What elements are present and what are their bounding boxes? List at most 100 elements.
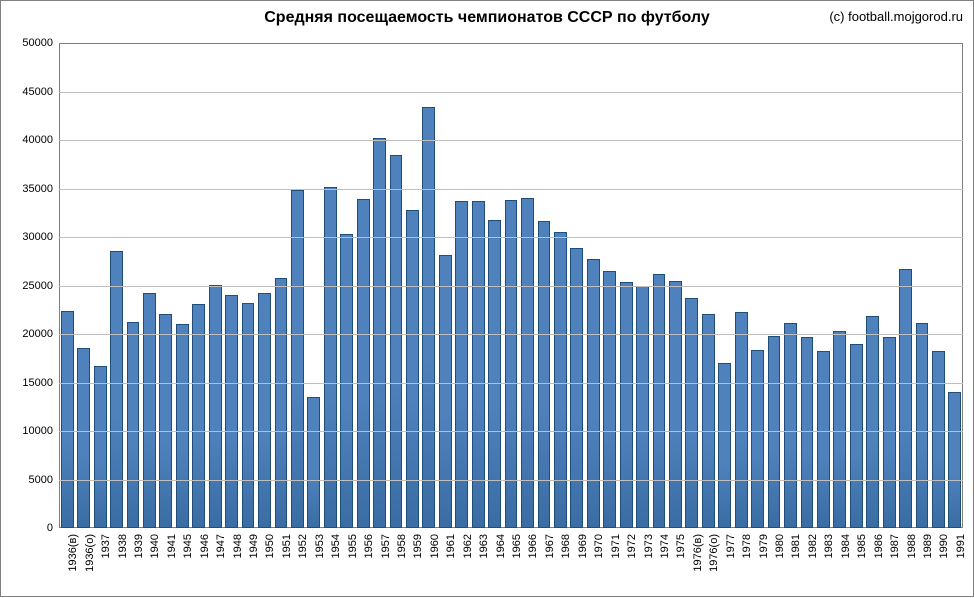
- x-label-slot: 1979: [749, 528, 765, 598]
- bar: [801, 337, 814, 528]
- x-label-slot: 1985: [848, 528, 864, 598]
- bar: [422, 107, 435, 528]
- bar: [242, 303, 255, 528]
- bar: [833, 331, 846, 528]
- x-label-slot: 1962: [454, 528, 470, 598]
- gridline: [59, 383, 963, 384]
- x-label-slot: 1948: [223, 528, 239, 598]
- x-label-slot: 1983: [815, 528, 831, 598]
- bar: [61, 311, 74, 528]
- bar: [192, 304, 205, 528]
- gridline: [59, 480, 963, 481]
- x-label-slot: 1960: [421, 528, 437, 598]
- y-tick-label: 10000: [22, 425, 53, 437]
- x-label-slot: 1951: [273, 528, 289, 598]
- gridline: [59, 140, 963, 141]
- bar: [702, 314, 715, 528]
- y-tick-label: 5000: [29, 474, 53, 486]
- x-label-slot: 1963: [470, 528, 486, 598]
- bar: [110, 251, 123, 528]
- bar: [735, 312, 748, 528]
- x-label-slot: 1965: [503, 528, 519, 598]
- x-label-slot: 1987: [881, 528, 897, 598]
- bar: [143, 293, 156, 528]
- bar: [784, 323, 797, 528]
- bar: [899, 269, 912, 528]
- x-label-slot: 1952: [289, 528, 305, 598]
- bar: [653, 274, 666, 528]
- x-label-slot: 1936(о): [75, 528, 91, 598]
- x-label-slot: 1976(в): [684, 528, 700, 598]
- x-label-slot: 1949: [240, 528, 256, 598]
- chart-container: Средняя посещаемость чемпионатов СССР по…: [0, 0, 974, 597]
- x-label-slot: 1978: [733, 528, 749, 598]
- bar: [948, 392, 961, 528]
- x-label-slot: 1967: [536, 528, 552, 598]
- y-tick-label: 35000: [22, 183, 53, 195]
- bar: [570, 248, 583, 528]
- x-label-slot: 1939: [125, 528, 141, 598]
- x-axis-labels: 1936(в)1936(о)19371938193919401941194519…: [59, 528, 963, 598]
- y-tick-label: 25000: [22, 280, 53, 292]
- bar: [488, 220, 501, 528]
- x-label-slot: 1953: [306, 528, 322, 598]
- x-label-slot: 1971: [601, 528, 617, 598]
- chart-title: Средняя посещаемость чемпионатов СССР по…: [264, 9, 710, 27]
- y-tick-label: 45000: [22, 86, 53, 98]
- y-tick-label: 30000: [22, 231, 53, 243]
- bar: [225, 295, 238, 528]
- bar: [636, 286, 649, 529]
- bar: [883, 337, 896, 528]
- y-tick-label: 0: [47, 522, 53, 534]
- x-label-slot: 1981: [782, 528, 798, 598]
- x-label-slot: 1956: [355, 528, 371, 598]
- x-label-slot: 1977: [717, 528, 733, 598]
- x-label-slot: 1961: [437, 528, 453, 598]
- bar: [850, 344, 863, 528]
- x-label-slot: 1990: [930, 528, 946, 598]
- bar: [94, 366, 107, 528]
- y-tick-label: 15000: [22, 377, 53, 389]
- bar: [751, 350, 764, 528]
- bar: [159, 314, 172, 528]
- gridline: [59, 334, 963, 335]
- gridline: [59, 286, 963, 287]
- x-label-slot: 1976(о): [700, 528, 716, 598]
- x-label-slot: 1989: [914, 528, 930, 598]
- x-label-slot: 1968: [552, 528, 568, 598]
- gridline: [59, 92, 963, 93]
- bar: [439, 255, 452, 528]
- bar: [587, 259, 600, 528]
- bar: [258, 293, 271, 528]
- x-label-slot: 1941: [158, 528, 174, 598]
- x-label-slot: 1946: [191, 528, 207, 598]
- x-label-slot: 1988: [897, 528, 913, 598]
- x-label-slot: 1973: [634, 528, 650, 598]
- y-tick-label: 50000: [22, 37, 53, 49]
- x-label-slot: 1945: [174, 528, 190, 598]
- bar: [603, 271, 616, 528]
- x-label-slot: 1938: [108, 528, 124, 598]
- bar: [291, 190, 304, 528]
- bar: [275, 278, 288, 528]
- x-label-slot: 1957: [371, 528, 387, 598]
- x-label-slot: 1982: [799, 528, 815, 598]
- gridline: [59, 189, 963, 190]
- x-label-slot: 1969: [569, 528, 585, 598]
- bar: [390, 155, 403, 528]
- x-label-slot: 1940: [141, 528, 157, 598]
- x-label-slot: 1966: [519, 528, 535, 598]
- bar: [538, 221, 551, 528]
- bar: [77, 348, 90, 528]
- x-label-slot: 1964: [486, 528, 502, 598]
- x-label-slot: 1984: [832, 528, 848, 598]
- x-label-slot: 1937: [92, 528, 108, 598]
- bar: [932, 351, 945, 528]
- x-label-slot: 1959: [404, 528, 420, 598]
- x-label-slot: 1974: [651, 528, 667, 598]
- chart-credit: (c) football.mojgorod.ru: [829, 9, 963, 24]
- bar: [127, 322, 140, 528]
- x-label-slot: 1980: [766, 528, 782, 598]
- bar: [817, 351, 830, 529]
- x-label-slot: 1986: [864, 528, 880, 598]
